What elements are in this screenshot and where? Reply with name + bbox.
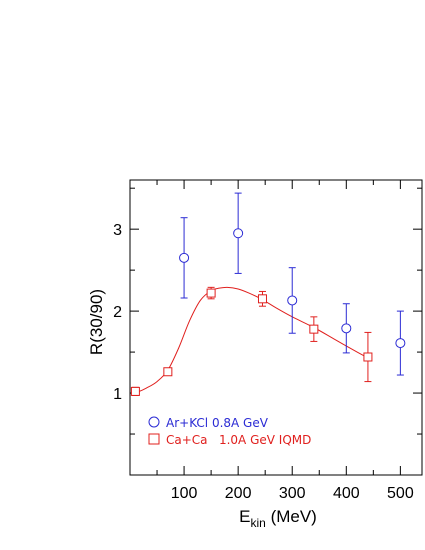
square-marker — [130, 386, 140, 396]
data-point-square — [130, 386, 140, 397]
square-marker — [163, 367, 173, 377]
data-point-circle — [233, 192, 244, 274]
y-tick-label: 1 — [113, 386, 122, 403]
square-marker — [309, 324, 319, 334]
x-tick-label: 500 — [387, 485, 414, 502]
data-point-square — [206, 286, 216, 300]
data-point-circle — [395, 310, 406, 376]
data-point-circle — [341, 303, 352, 354]
plot-frame — [129, 179, 423, 476]
square-marker — [257, 294, 267, 304]
legend-marker-circle — [148, 416, 160, 428]
square-marker — [206, 288, 216, 298]
axis-ticks — [130, 180, 422, 475]
circle-marker — [233, 228, 244, 239]
y-tick-label: 2 — [113, 304, 122, 321]
legend: Ar+KCl 0.8A GeV Ca+Ca 1.0A GeV IQMD — [148, 416, 311, 447]
circle-marker — [179, 252, 190, 263]
data-point-square — [309, 316, 319, 342]
data-point-square — [363, 331, 373, 383]
legend-label-ar-kcl: Ar+KCl 0.8A GeV — [166, 416, 269, 430]
x-axis-title: Ekin (MeV) — [239, 507, 317, 530]
circle-marker — [395, 338, 406, 349]
legend-marker-square — [148, 433, 160, 445]
legend-label-ca-ca: Ca+Ca 1.0A GeV IQMD — [166, 433, 311, 447]
x-tick-label: 300 — [279, 485, 306, 502]
circle-marker — [341, 323, 352, 334]
x-tick-label: 100 — [171, 485, 198, 502]
data-point-circle — [287, 267, 298, 334]
tick-labels: 100 200 300 400 500 1 2 3 — [113, 222, 414, 502]
y-tick-label: 3 — [113, 222, 122, 239]
y-axis-title: R(30/90) — [87, 289, 106, 355]
data-point-circle — [179, 217, 190, 299]
data-point-square — [163, 367, 173, 377]
data-point-square — [257, 290, 267, 307]
x-tick-label: 400 — [333, 485, 360, 502]
x-tick-label: 200 — [225, 485, 252, 502]
fit-curve — [135, 286, 369, 394]
data-marks — [130, 192, 406, 397]
square-marker — [363, 352, 373, 362]
circle-marker — [287, 295, 298, 306]
